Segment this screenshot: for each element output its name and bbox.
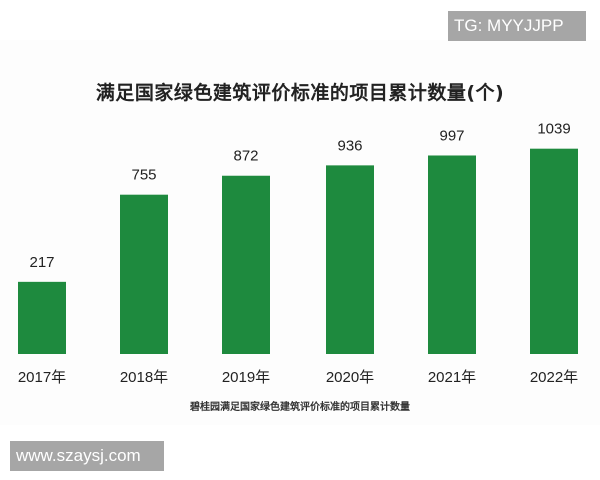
chart-title: 满足国家绿色建筑评价标准的项目累计数量(个) [95,82,505,104]
bar [222,175,270,354]
bar [530,148,578,354]
chart-subtitle: 碧桂园满足国家绿色建筑评价标准的项目累计数量 [190,402,410,413]
data-label: 872 [233,148,258,165]
x-tick-label: 2017年 [18,369,66,386]
watermark-url: www.szaysj.com [10,441,164,471]
chart-panel [0,40,600,425]
bar [120,194,168,354]
bar [326,165,374,354]
x-tick-label: 2022年 [530,369,578,386]
data-label: 997 [439,127,464,144]
data-label: 755 [131,167,156,184]
watermark-tg: TG: MYYJJPP [448,11,586,41]
bar [18,281,66,354]
data-label: 936 [337,137,362,154]
x-tick-label: 2020年 [326,369,374,386]
x-tick-label: 2021年 [428,369,476,386]
bar [428,155,476,354]
x-tick-label: 2019年 [222,369,270,386]
data-label: 217 [29,254,54,271]
x-tick-label: 2018年 [120,369,168,386]
data-label: 1039 [537,121,570,138]
